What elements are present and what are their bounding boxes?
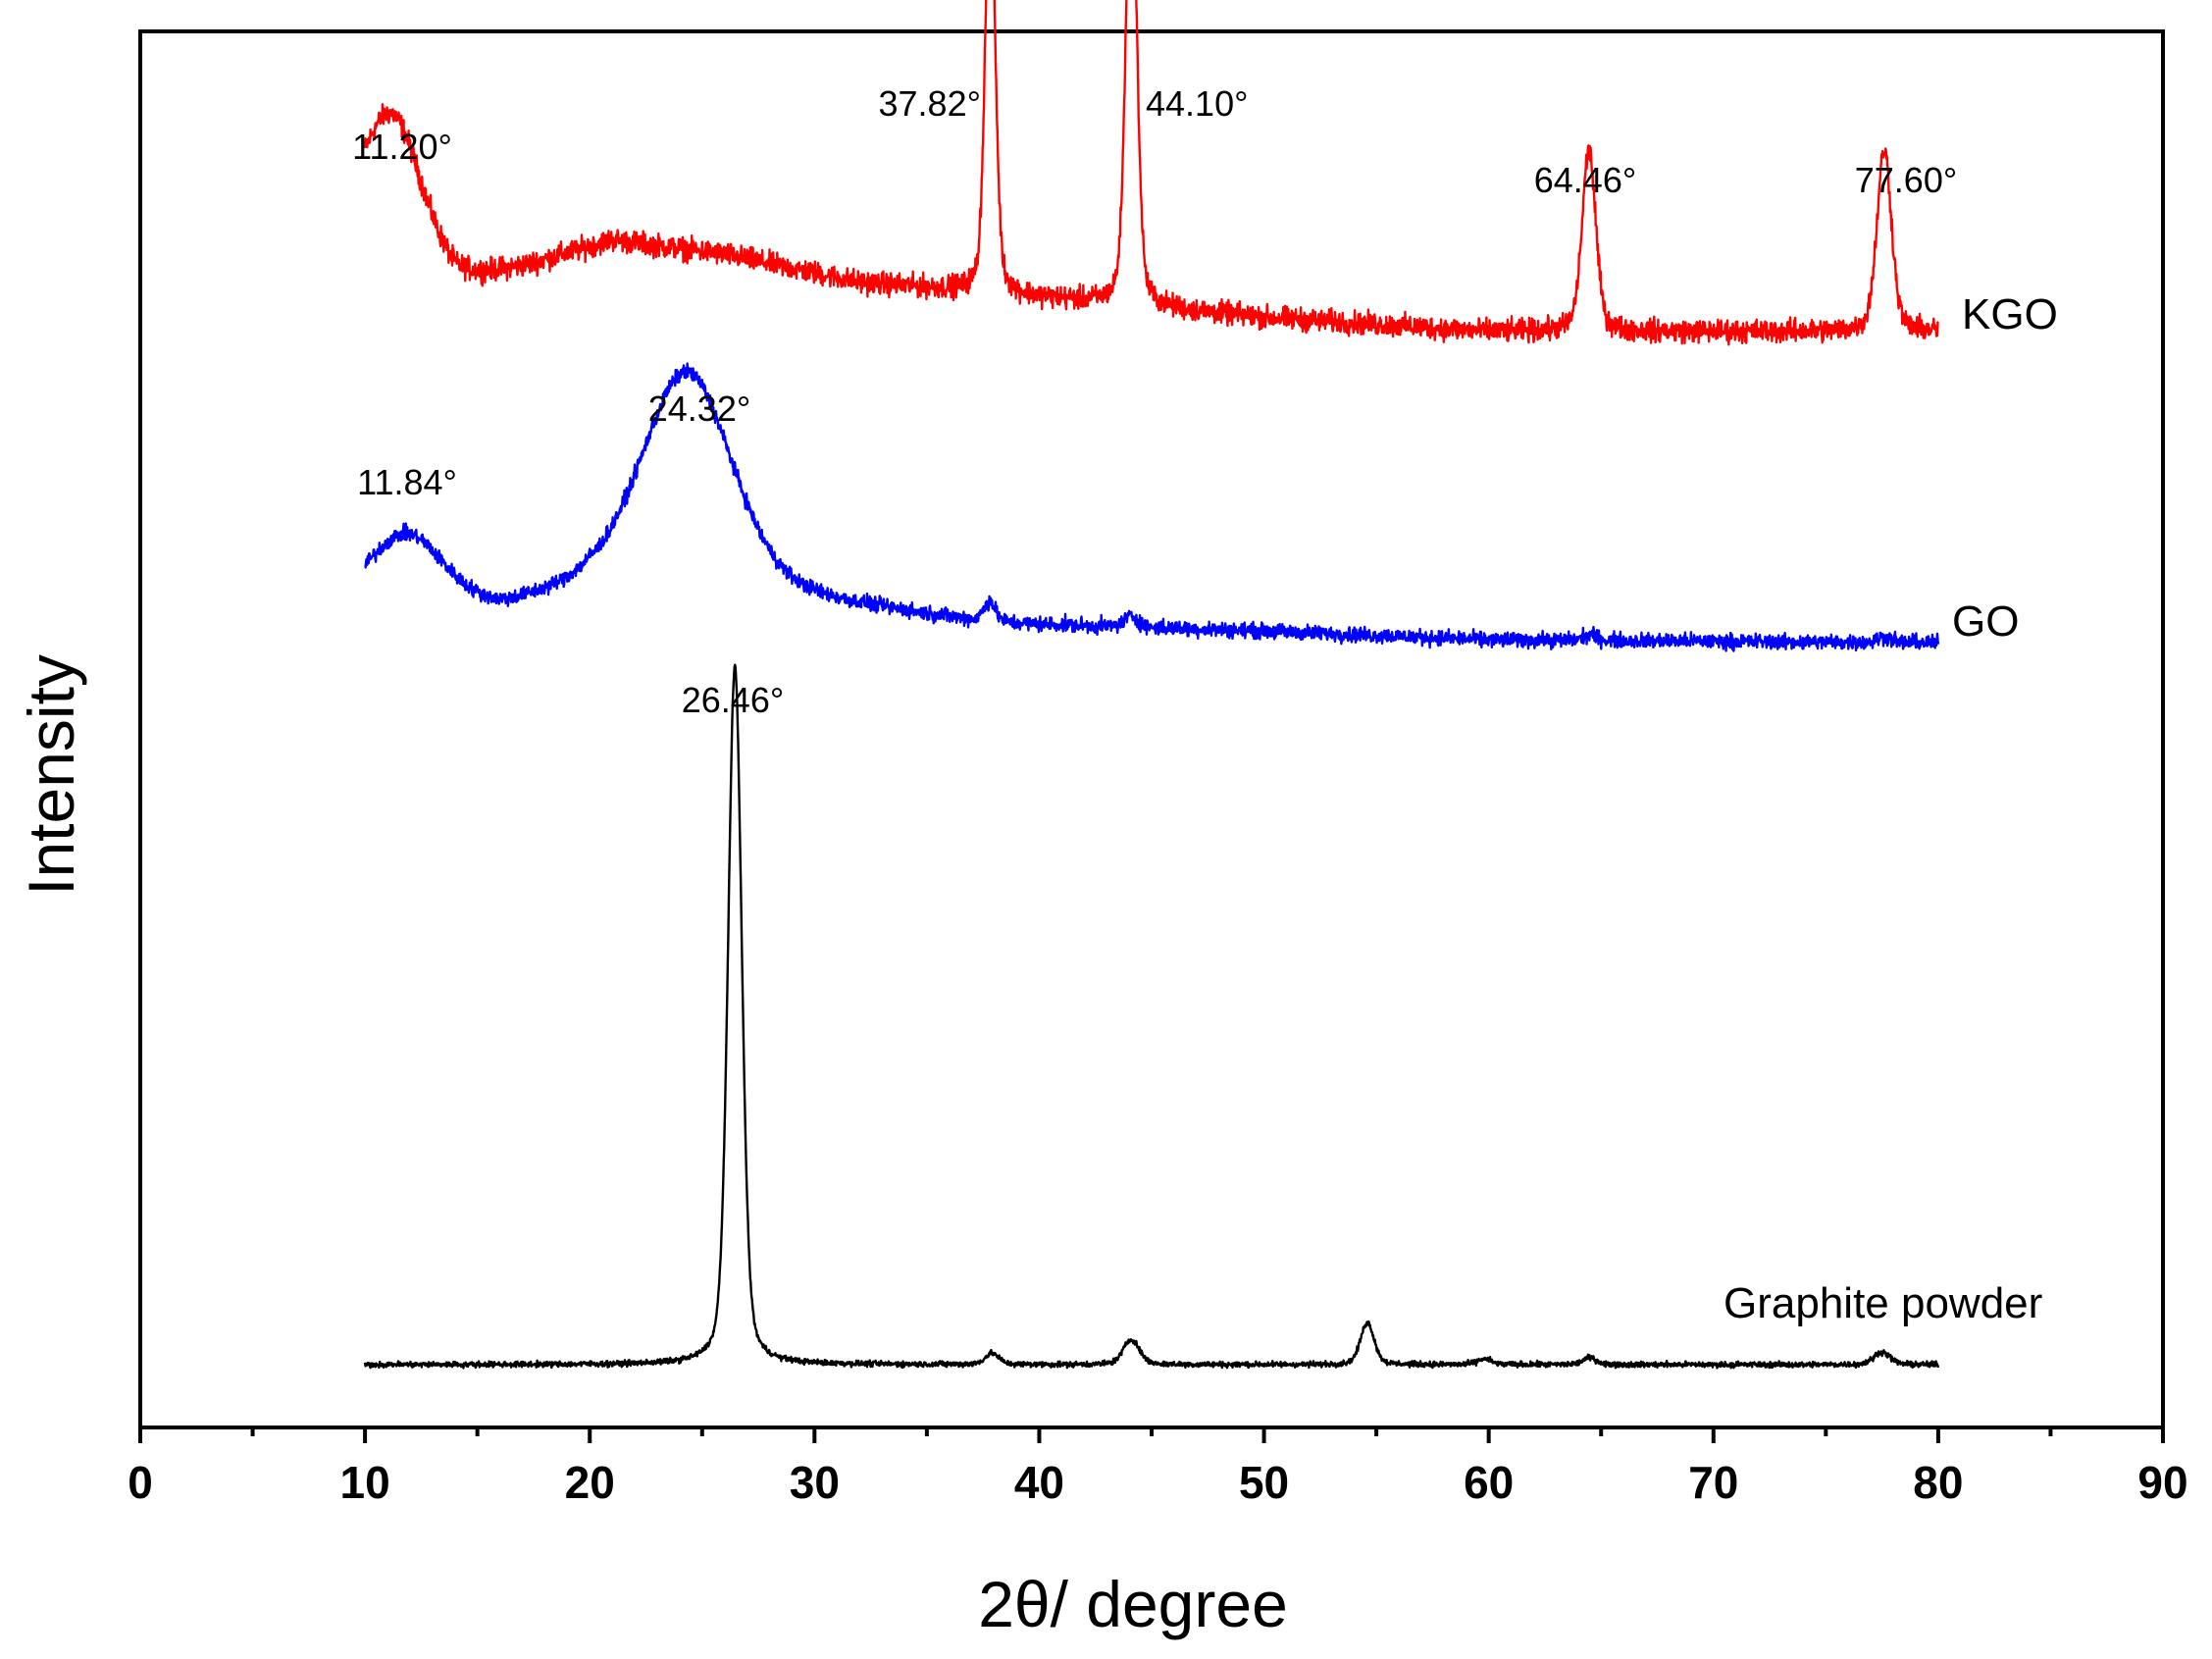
x-tick-label: 80 — [1913, 1457, 1963, 1508]
x-tick-label: 30 — [790, 1457, 840, 1508]
series-labels: KGO GO Graphite powder — [1723, 290, 2058, 1327]
series-label-kgo: KGO — [1962, 290, 2058, 338]
x-tick-label: 90 — [2137, 1457, 2187, 1508]
peak-annotation: 37.82° — [879, 83, 981, 124]
peak-annotation: 77.60° — [1855, 160, 1957, 200]
x-tick-label: 70 — [1688, 1457, 1738, 1508]
x-tick-label: 40 — [1014, 1457, 1064, 1508]
peak-annotation: 11.84° — [357, 462, 457, 502]
x-tick-label: 10 — [340, 1457, 390, 1508]
series-line-go — [364, 362, 1940, 652]
peak-annotations: 11.20° 37.82° 44.10° 64.46° 77.60° 11.84° 24.3… — [352, 83, 1957, 720]
peak-annotation: 11.20° — [352, 127, 452, 167]
x-tick-label: 50 — [1239, 1457, 1289, 1508]
x-tick-label: 0 — [128, 1457, 153, 1508]
x-tick-label: 20 — [565, 1457, 615, 1508]
series-line-kgo — [363, 0, 1939, 346]
x-tick-label: 60 — [1464, 1457, 1514, 1508]
x-axis-title: 2θ/ degree — [978, 1568, 1288, 1640]
series-label-go: GO — [1952, 597, 2019, 646]
series-lines — [363, 0, 1940, 1370]
peak-annotation: 24.32° — [648, 389, 750, 429]
peak-annotation: 44.10° — [1146, 83, 1248, 124]
peak-annotation: 64.46° — [1534, 160, 1636, 200]
series-line-graphite-powder — [363, 663, 1940, 1370]
x-axis-tick-labels: 0 10 20 30 40 50 60 70 80 90 — [128, 1457, 2187, 1508]
x-axis-ticks — [138, 1427, 2165, 1443]
y-axis-title: Intensity — [15, 654, 87, 896]
peak-annotation: 26.46° — [682, 680, 784, 720]
series-label-graphite-powder: Graphite powder — [1723, 1279, 2042, 1327]
